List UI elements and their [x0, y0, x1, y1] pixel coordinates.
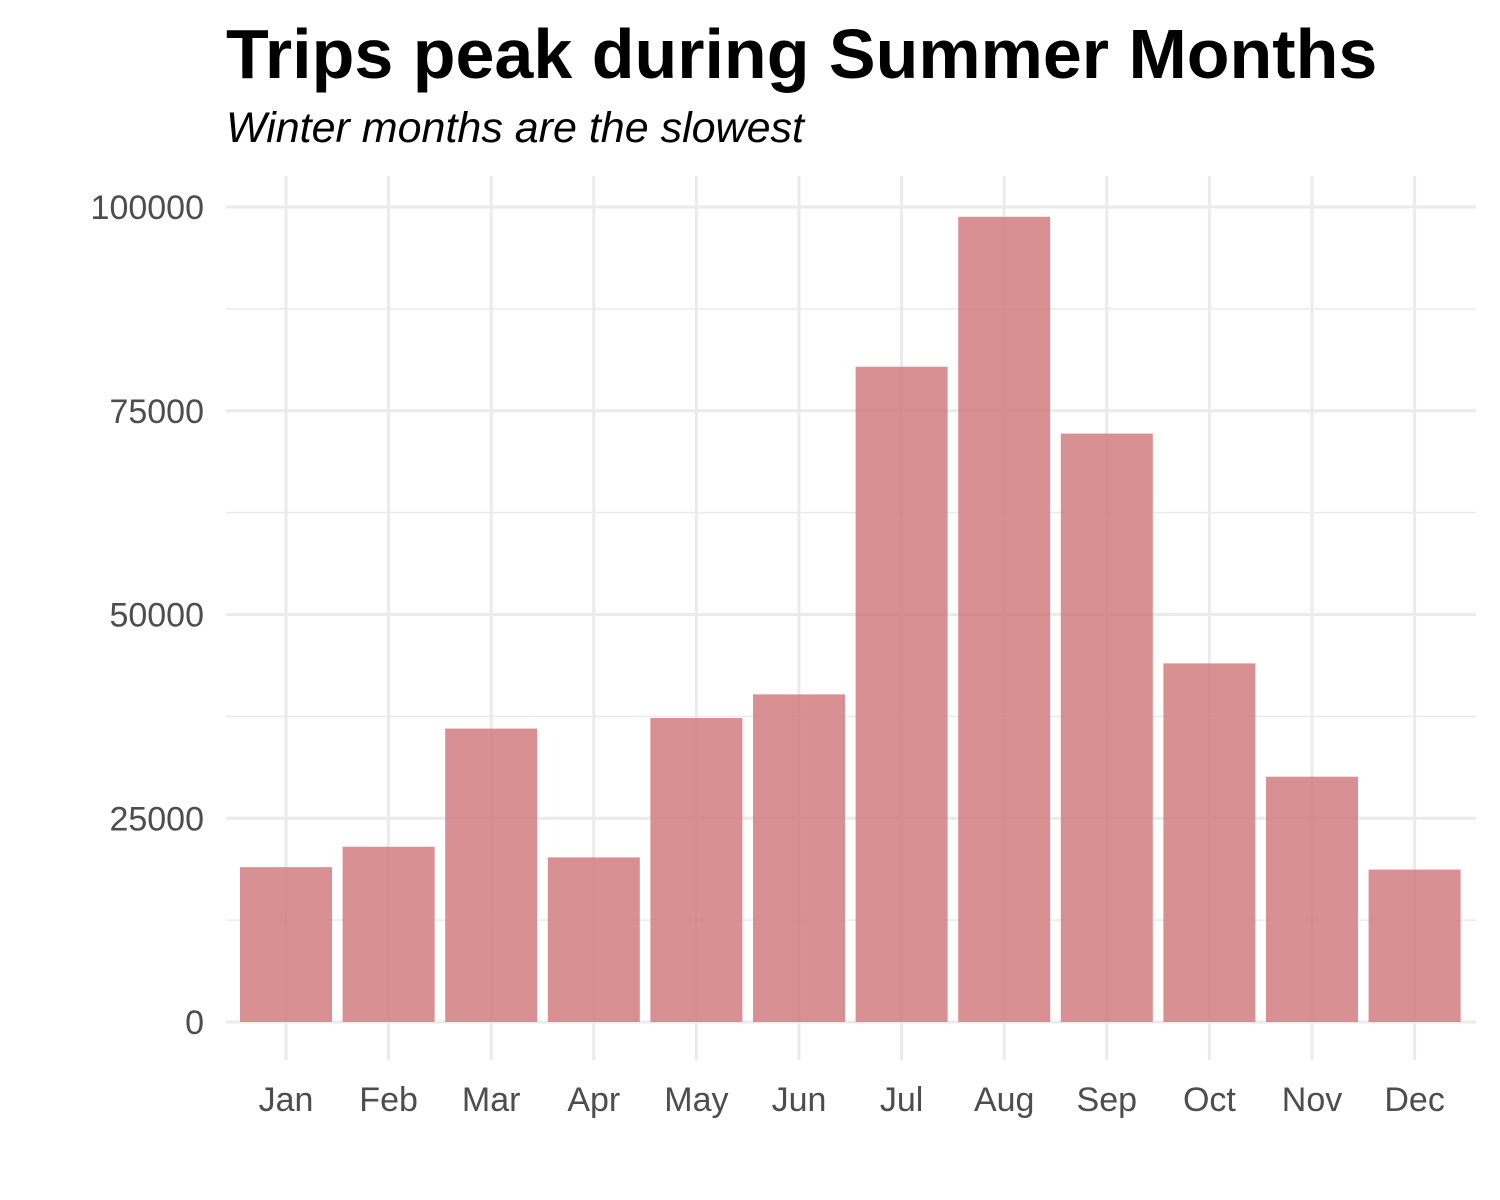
- bar-may: [650, 718, 743, 1022]
- bar-apr: [547, 857, 640, 1022]
- x-tick-label-sep: Sep: [1077, 1081, 1138, 1119]
- bar-jan: [240, 867, 332, 1022]
- bar-feb: [342, 846, 435, 1022]
- chart-title: Trips peak during Summer Months: [226, 15, 1378, 93]
- bar-oct: [1163, 663, 1256, 1022]
- y-tick-label: 50000: [109, 597, 204, 635]
- x-tick-label-mar: Mar: [462, 1081, 521, 1119]
- bar-dec: [1368, 869, 1461, 1022]
- y-tick-label: 75000: [109, 393, 204, 431]
- x-tick-label-aug: Aug: [974, 1081, 1035, 1119]
- bar-sep: [1060, 433, 1153, 1022]
- chart-subtitle: Winter months are the slowest: [226, 104, 804, 152]
- bars: [240, 216, 1461, 1022]
- x-axis-tick-labels: Jan Feb Mar Apr May Jun Jul Aug Sep Oct Nov Dec: [259, 1081, 1445, 1119]
- x-tick-label-jan: Jan: [259, 1081, 314, 1119]
- x-tick-label-oct: Oct: [1183, 1081, 1236, 1119]
- y-tick-label: 100000: [91, 189, 204, 227]
- x-tick-label-jul: Jul: [880, 1081, 923, 1119]
- x-tick-label-nov: Nov: [1282, 1081, 1342, 1119]
- bar-nov: [1266, 776, 1358, 1022]
- bar-aug: [958, 216, 1051, 1022]
- x-tick-label-apr: Apr: [567, 1081, 620, 1119]
- y-tick-label: 0: [185, 1004, 204, 1042]
- x-tick-label-dec: Dec: [1384, 1081, 1444, 1119]
- x-tick-label-jun: Jun: [772, 1081, 827, 1119]
- bar-jun: [753, 694, 845, 1022]
- y-axis-tick-labels: 0 25000 50000 75000 100000: [91, 189, 204, 1042]
- x-tick-label-may: May: [664, 1081, 728, 1119]
- bar-jul: [855, 366, 948, 1022]
- y-tick-label: 25000: [109, 800, 204, 838]
- bar-mar: [445, 728, 538, 1022]
- x-tick-label-feb: Feb: [359, 1081, 418, 1119]
